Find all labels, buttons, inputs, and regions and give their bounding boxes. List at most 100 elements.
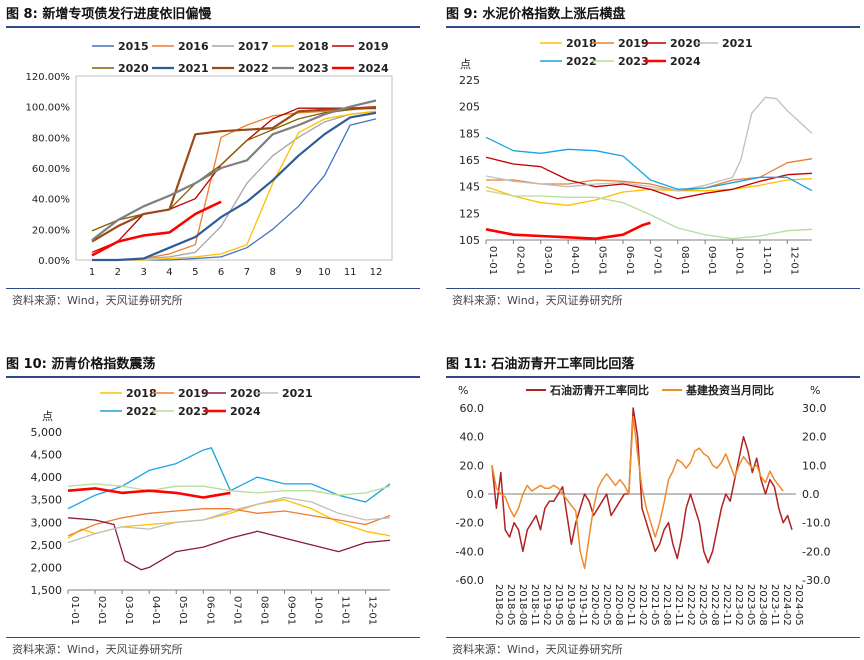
right-tick-label: 0.0 xyxy=(802,488,820,501)
right-tick-label: -20.0 xyxy=(802,545,830,558)
x-tick-label: 09-01 xyxy=(285,596,296,625)
x-tick-label: 01-01 xyxy=(487,246,498,275)
x-tick-label: 1 xyxy=(89,267,95,278)
y-tick-label: 145 xyxy=(459,181,480,194)
legend-label-2020: 2020 xyxy=(230,387,261,400)
x-tick-label: 2 xyxy=(115,267,121,278)
y-tick-label: 60.00% xyxy=(32,164,70,175)
chart-panel-fig8: 图 8: 新增专项债发行进度依旧偏慢 0.00% 20.00% 40.00% 60.0… xyxy=(6,4,420,316)
series-line-2021 xyxy=(92,111,377,262)
left-tick-label: 60.0 xyxy=(460,402,485,415)
x-tick-label: 8 xyxy=(270,267,276,278)
legend-label-石油沥青开工率同比: 石油沥青开工率同比 xyxy=(549,383,649,397)
x-tick-label: 11-01 xyxy=(340,596,351,625)
series-line-2020 xyxy=(485,156,813,200)
x-tick-label: 05-01 xyxy=(177,596,188,625)
legend-label-2019: 2019 xyxy=(178,387,209,400)
left-tick-label: -40.0 xyxy=(456,545,484,558)
y-tick-label: 1,500 xyxy=(31,584,63,597)
x-tick-label: 2023-05 xyxy=(745,584,756,626)
left-axis-unit: % xyxy=(458,384,468,397)
x-tick-label: 9 xyxy=(295,267,301,278)
chart-plot: 点 1,500 2,000 2,500 3,000 3,500 4,000 4,500 5,00… xyxy=(31,387,391,625)
x-tick-label: 2018-11 xyxy=(529,584,540,626)
x-tick-label: 04-01 xyxy=(569,246,580,275)
y-tick-label: 3,500 xyxy=(31,494,63,507)
x-tick-label: 2024-05 xyxy=(793,584,804,626)
chart-panel-fig9: 图 9: 水泥价格指数上涨后横盘 点 105 125 145 165 185 205 225 0… xyxy=(446,4,860,316)
right-tick-label: -30.0 xyxy=(802,574,830,587)
y-tick-label: 0.00% xyxy=(38,256,70,267)
x-tick-label: 02-01 xyxy=(514,246,525,275)
right-tick-label: 30.0 xyxy=(802,402,827,415)
y-tick-label: 40.00% xyxy=(32,195,70,206)
legend-label-2021: 2021 xyxy=(178,62,209,75)
x-tick-label: 2022-08 xyxy=(709,584,720,626)
x-tick-label: 2022-05 xyxy=(697,584,708,626)
y-tick-label: 3,000 xyxy=(31,516,63,529)
left-tick-label: 0.0 xyxy=(467,488,485,501)
x-tick-label: 10-01 xyxy=(734,246,745,275)
plot-area xyxy=(75,75,393,261)
x-tick-label: 2018-02 xyxy=(493,584,504,626)
x-tick-label: 2019-02 xyxy=(541,584,552,626)
series-line-2022 xyxy=(67,447,391,510)
legend-label-2023: 2023 xyxy=(178,405,209,418)
y-tick-label: 205 xyxy=(459,101,480,114)
legend-label-2022: 2022 xyxy=(238,62,269,75)
x-tick-label: 2019-08 xyxy=(565,584,576,626)
legend-label-2018: 2018 xyxy=(298,40,329,53)
title-divider xyxy=(6,376,420,378)
y-tick-label: 4,000 xyxy=(31,471,63,484)
legend-label-2018: 2018 xyxy=(566,37,597,50)
x-tick-label: 2023-02 xyxy=(733,584,744,626)
y-tick-label: 2,500 xyxy=(31,539,63,552)
y-tick-label: 165 xyxy=(459,154,480,167)
x-tick-label: 2018-08 xyxy=(517,584,528,626)
x-tick-label: 10 xyxy=(318,267,331,278)
x-tick-label: 12 xyxy=(370,267,383,278)
legend-label-2024: 2024 xyxy=(670,55,701,68)
source-note: 资料来源：Wind，天风证券研究所 xyxy=(12,294,183,307)
x-tick-label: 2022-11 xyxy=(721,584,732,626)
y-axis-unit: 点 xyxy=(42,410,53,423)
legend-label-2020: 2020 xyxy=(118,62,149,75)
series-line-2022 xyxy=(485,136,813,192)
x-tick-label: 4 xyxy=(166,267,172,278)
x-tick-label: 2019-11 xyxy=(577,584,588,626)
x-tick-label: 08-01 xyxy=(679,246,690,275)
x-tick-label: 12-01 xyxy=(788,246,799,275)
x-tick-label: 5 xyxy=(192,267,198,278)
series-line-2021 xyxy=(67,496,391,544)
x-tick-label: 2018-05 xyxy=(505,584,516,626)
bottom-divider xyxy=(446,637,860,638)
source-note: 资料来源：Wind，天风证券研究所 xyxy=(452,294,623,307)
series-line-石油沥青开工率同比 xyxy=(491,407,793,564)
chart-title: 图 9: 水泥价格指数上涨后横盘 xyxy=(446,7,626,22)
x-tick-label: 2020-08 xyxy=(613,584,624,626)
left-tick-label: -20.0 xyxy=(456,517,484,530)
chart-title: 图 8: 新增专项债发行进度依旧偏慢 xyxy=(6,7,212,22)
x-tick-label: 3 xyxy=(140,267,146,278)
y-tick-label: 20.00% xyxy=(32,225,70,236)
x-tick-label: 08-01 xyxy=(258,596,269,625)
x-tick-label: 03-01 xyxy=(123,596,134,625)
series-line-2023 xyxy=(485,190,813,240)
chart-panel-fig11: 图 11: 石油沥青开工率同比回落 %% -60.0 -40.0 -20.0 0.0 20… xyxy=(446,354,860,660)
x-tick-label: 2021-08 xyxy=(661,584,672,626)
x-tick-label: 2022-02 xyxy=(685,584,696,626)
x-tick-label: 05-01 xyxy=(597,246,608,275)
left-tick-label: 40.0 xyxy=(460,431,485,444)
legend-label-2024: 2024 xyxy=(358,62,389,75)
series-line-2019 xyxy=(67,508,391,537)
x-tick-label: 10-01 xyxy=(313,596,324,625)
series-line-2023 xyxy=(91,99,377,241)
series-line-2020 xyxy=(67,517,391,571)
x-tick-label: 2021-05 xyxy=(649,584,660,626)
x-tick-label: 07-01 xyxy=(231,596,242,625)
legend-label-2022: 2022 xyxy=(566,55,597,68)
legend-label-2017: 2017 xyxy=(238,40,269,53)
x-tick-label: 2023-11 xyxy=(769,584,780,626)
x-tick-label: 01-01 xyxy=(69,596,80,625)
legend-label-2021: 2021 xyxy=(722,37,753,50)
